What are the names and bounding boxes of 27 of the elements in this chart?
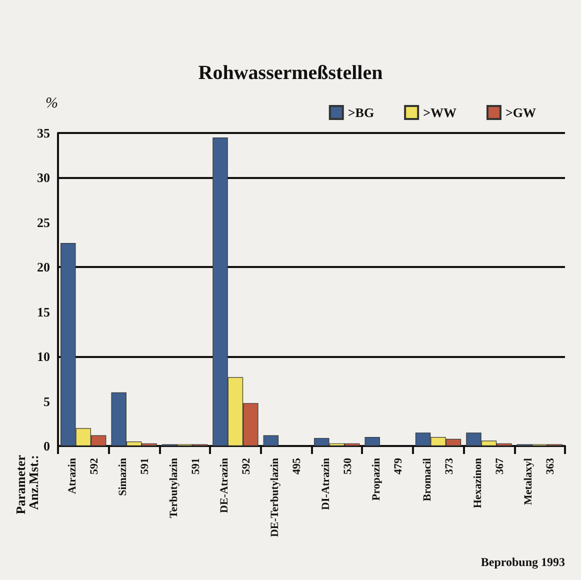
y-tick-label: 25	[37, 214, 50, 230]
bar	[364, 437, 380, 446]
legend-label: >WW	[423, 105, 456, 120]
x-tick-label: Terbutylazin 591	[168, 458, 202, 518]
legend-label: >BG	[348, 105, 374, 120]
text: Parameter Anz.Mst.:	[13, 454, 41, 514]
bar	[263, 435, 279, 446]
chart-title: Rohwassermeßstellen	[198, 62, 383, 84]
text: Beprobung 1993	[480, 555, 566, 569]
x-tick-label: Hexazinon 367	[472, 458, 506, 508]
y-tick-label: 0	[44, 438, 50, 454]
x-tick-label: DI-Atrazin 530	[320, 458, 354, 510]
y-tick-label: 15	[37, 304, 50, 320]
x-tick-label: DE-Atrazin 592	[218, 458, 252, 513]
x-tick-label: Propazin 479	[370, 458, 405, 501]
x-tick-label: Metalaxyl 363	[522, 458, 557, 506]
x-tick-label: DE-Terbutylazin 495	[269, 458, 304, 538]
x-tick-label: Bromacil 373	[421, 458, 456, 502]
x-tick-label: Atrazin 592	[66, 458, 100, 494]
legend-label: >GW	[505, 105, 536, 120]
x-tick-label: Simazin 591	[117, 458, 152, 496]
y-tick-label: 5	[44, 394, 50, 409]
y-tick-label: 10	[37, 349, 50, 364]
y-tick-label: 20	[37, 260, 50, 275]
y-tick-label: 35	[37, 126, 50, 140]
y-tick-label: 30	[37, 170, 50, 186]
y-axis-title: %	[46, 96, 58, 112]
